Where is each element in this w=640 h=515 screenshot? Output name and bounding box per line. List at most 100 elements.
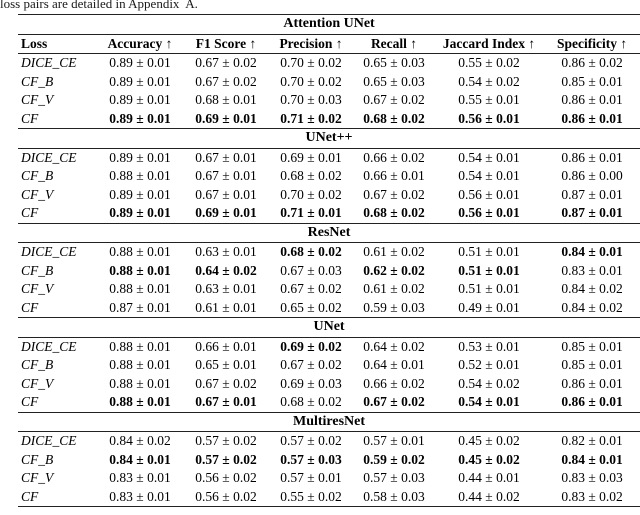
metric-cell: 0.64 ± 0.01 <box>363 357 425 372</box>
metric-cell: 0.55 ± 0.02 <box>458 55 520 70</box>
metric-cell: 0.67 ± 0.01 <box>195 394 257 409</box>
section-title-row: UNet++ <box>18 128 640 149</box>
metric-cell: 0.88 ± 0.01 <box>109 375 171 391</box>
table-row: CF 0.87 ± 0.01 0.61 ± 0.01 0.65 ± 0.02 0.59 … <box>18 299 640 318</box>
metric-cell: 0.61 ± 0.02 <box>363 244 425 259</box>
metric-cell: 0.85 ± 0.01 <box>561 338 623 354</box>
metric-cell: 0.67 ± 0.01 <box>195 149 257 165</box>
metric-cell: 0.56 ± 0.02 <box>195 488 257 504</box>
metric-cell: 0.57 ± 0.01 <box>280 470 342 485</box>
metric-cell: 0.67 ± 0.02 <box>363 394 425 409</box>
metric-cell: 0.89 ± 0.01 <box>109 186 171 202</box>
loss-label: CF <box>21 205 39 220</box>
column-header: Accuracy ↑ <box>96 34 184 54</box>
metric-cell: 0.68 ± 0.02 <box>280 394 342 409</box>
table-row: CF 0.88 ± 0.01 0.67 ± 0.01 0.68 ± 0.02 0.67 … <box>18 393 640 412</box>
loss-label: CF <box>21 488 39 504</box>
metric-cell: 0.84 ± 0.02 <box>561 281 623 296</box>
metric-cell: 0.84 ± 0.01 <box>561 244 623 259</box>
table-row: CF_V 0.83 ± 0.01 0.56 ± 0.02 0.57 ± 0.01 0.5… <box>18 469 640 488</box>
metric-cell: 0.84 ± 0.01 <box>561 451 623 467</box>
metric-cell: 0.69 ± 0.01 <box>280 149 342 165</box>
metric-cell: 0.83 ± 0.01 <box>109 488 171 504</box>
metric-cell: 0.67 ± 0.02 <box>363 186 425 202</box>
table-row: DICE_CE 0.88 ± 0.01 0.66 ± 0.01 0.69 ± 0.02… <box>18 337 640 356</box>
metric-cell: 0.57 ± 0.02 <box>195 433 257 448</box>
metric-cell: 0.67 ± 0.03 <box>280 262 342 278</box>
section-title-row: ResNet <box>18 222 640 243</box>
metric-cell: 0.54 ± 0.01 <box>458 394 520 409</box>
metric-cell: 0.88 ± 0.01 <box>109 168 171 183</box>
section-title: MultiresNet <box>18 411 640 432</box>
metric-cell: 0.54 ± 0.02 <box>458 375 520 391</box>
metric-cell: 0.69 ± 0.01 <box>195 110 257 126</box>
metric-cell: 0.67 ± 0.01 <box>195 186 257 202</box>
metric-cell: 0.51 ± 0.01 <box>458 281 520 296</box>
metric-cell: 0.87 ± 0.01 <box>109 299 171 315</box>
table-row: DICE_CE 0.89 ± 0.01 0.67 ± 0.02 0.70 ± 0.02… <box>18 54 640 73</box>
metric-cell: 0.59 ± 0.02 <box>363 451 425 467</box>
table-row: CF_V 0.88 ± 0.01 0.63 ± 0.01 0.67 ± 0.02 0.6… <box>18 280 640 299</box>
column-header: Precision ↑ <box>268 34 354 54</box>
metric-cell: 0.68 ± 0.02 <box>363 110 425 126</box>
metric-cell: 0.88 ± 0.01 <box>109 262 171 278</box>
loss-label: CF_B <box>21 73 54 89</box>
metric-cell: 0.51 ± 0.01 <box>458 244 520 259</box>
metric-cell: 0.54 ± 0.02 <box>458 73 520 89</box>
metric-cell: 0.86 ± 0.00 <box>561 168 623 183</box>
loss-label: CF <box>21 394 39 409</box>
table-row: CF_B 0.88 ± 0.01 0.67 ± 0.01 0.68 ± 0.02 0.6… <box>18 167 640 186</box>
loss-label: CF <box>21 299 39 315</box>
metric-cell: 0.68 ± 0.01 <box>195 92 257 107</box>
metric-cell: 0.65 ± 0.03 <box>363 73 425 89</box>
loss-label: CF_V <box>21 375 54 391</box>
metric-cell: 0.65 ± 0.02 <box>280 299 342 315</box>
section-title-row: MultiresNet <box>18 411 640 432</box>
metric-cell: 0.65 ± 0.03 <box>363 55 425 70</box>
metric-cell: 0.86 ± 0.01 <box>561 375 623 391</box>
metric-cell: 0.89 ± 0.01 <box>109 92 171 107</box>
column-header: F1 Score ↑ <box>184 34 268 54</box>
loss-label: CF_V <box>21 186 54 202</box>
metric-cell: 0.89 ± 0.01 <box>109 73 171 89</box>
metric-cell: 0.57 ± 0.03 <box>363 470 425 485</box>
metric-cell: 0.67 ± 0.02 <box>280 357 342 372</box>
table-row: CF_V 0.89 ± 0.01 0.68 ± 0.01 0.70 ± 0.03 0.6… <box>18 91 640 110</box>
intro-text-fragment: loss pairs are detailed in Appendix A. <box>0 0 198 11</box>
metric-cell: 0.84 ± 0.02 <box>561 299 623 315</box>
metric-cell: 0.88 ± 0.01 <box>109 357 171 372</box>
table-row: CF_B 0.84 ± 0.01 0.57 ± 0.02 0.57 ± 0.03 0.5… <box>18 451 640 470</box>
metric-cell: 0.55 ± 0.02 <box>280 488 342 504</box>
loss-label: DICE_CE <box>21 149 77 165</box>
metric-cell: 0.67 ± 0.02 <box>280 281 342 296</box>
metric-cell: 0.62 ± 0.02 <box>363 262 425 278</box>
metric-cell: 0.71 ± 0.02 <box>280 110 342 126</box>
section-title-row: Attention UNet <box>18 14 640 35</box>
metric-cell: 0.85 ± 0.01 <box>561 73 623 89</box>
metric-cell: 0.56 ± 0.01 <box>458 186 520 202</box>
metric-cell: 0.66 ± 0.01 <box>363 168 425 183</box>
table-row: DICE_CE 0.84 ± 0.02 0.57 ± 0.02 0.57 ± 0.02… <box>18 432 640 451</box>
column-header: Jaccard Index ↑ <box>434 34 544 54</box>
metric-cell: 0.87 ± 0.01 <box>561 205 623 220</box>
loss-label: CF_B <box>21 357 54 372</box>
metric-cell: 0.57 ± 0.03 <box>280 451 342 467</box>
metric-cell: 0.67 ± 0.02 <box>363 92 425 107</box>
metric-cell: 0.56 ± 0.01 <box>458 110 520 126</box>
table-row: DICE_CE 0.88 ± 0.01 0.63 ± 0.01 0.68 ± 0.02… <box>18 243 640 262</box>
column-header: Specificity ↑ <box>544 34 640 54</box>
metric-cell: 0.83 ± 0.01 <box>561 262 623 278</box>
metric-cell: 0.67 ± 0.02 <box>195 55 257 70</box>
column-header: Loss <box>18 34 96 54</box>
metric-cell: 0.61 ± 0.02 <box>363 281 425 296</box>
metric-cell: 0.86 ± 0.02 <box>561 55 623 70</box>
metric-cell: 0.86 ± 0.01 <box>561 92 623 107</box>
metric-cell: 0.82 ± 0.01 <box>561 433 623 448</box>
metric-cell: 0.63 ± 0.01 <box>195 244 257 259</box>
metric-cell: 0.70 ± 0.02 <box>280 186 342 202</box>
metric-cell: 0.88 ± 0.01 <box>109 338 171 354</box>
section-title: UNet++ <box>18 128 640 149</box>
metric-cell: 0.70 ± 0.02 <box>280 73 342 89</box>
metric-cell: 0.86 ± 0.01 <box>561 149 623 165</box>
